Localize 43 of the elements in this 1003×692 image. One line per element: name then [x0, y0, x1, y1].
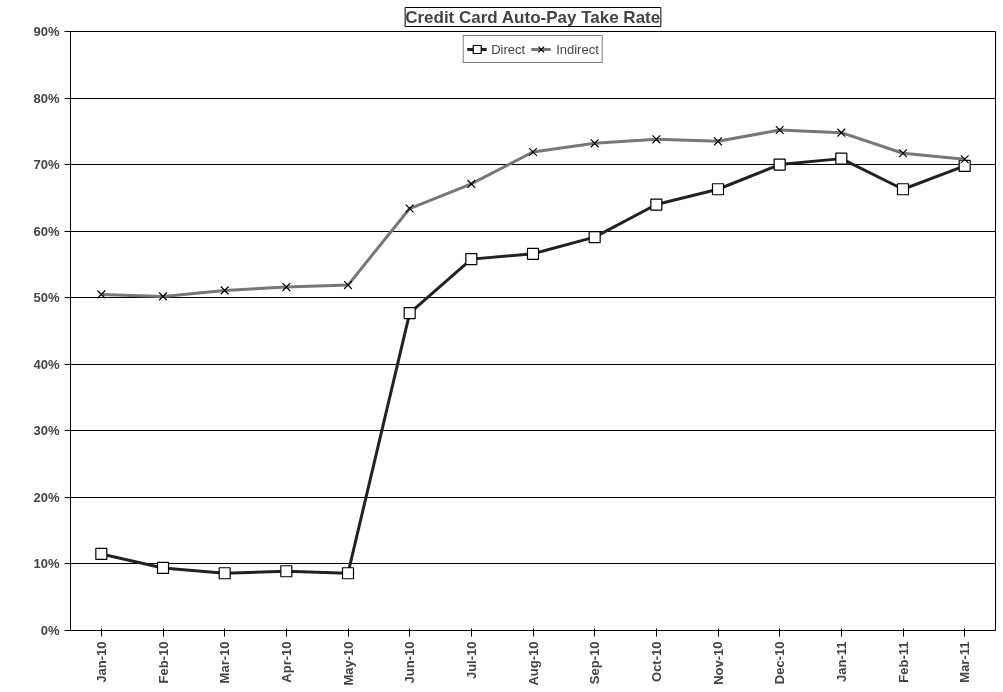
point	[896, 183, 910, 196]
point	[95, 547, 108, 561]
y-tick-label: 60%	[33, 223, 60, 239]
x-tick-label: Dec-10	[772, 641, 788, 685]
legend-label: Direct	[491, 41, 526, 57]
y-tick-label: 50%	[33, 290, 60, 306]
point	[958, 159, 971, 173]
x-tick-label: May-10	[340, 641, 356, 686]
point	[403, 306, 416, 320]
y-tick-label: 20%	[33, 489, 60, 505]
x-tick-label: Jan-11	[833, 641, 849, 682]
legend-label: Indirect	[556, 41, 599, 57]
point	[218, 567, 231, 580]
point	[341, 567, 355, 580]
point	[156, 561, 170, 575]
y-tick-label: 70%	[33, 157, 60, 173]
x-tick-label: Mar-10	[217, 641, 233, 684]
point	[650, 198, 663, 211]
y-tick-label: 10%	[33, 556, 60, 572]
point	[773, 158, 786, 171]
x-tick-label: Aug-10	[525, 641, 541, 686]
x-tick-label: Mar-11	[957, 641, 973, 683]
x-tick-label: Oct-10	[648, 641, 664, 682]
y-tick-label: 40%	[33, 356, 60, 372]
point	[465, 253, 478, 266]
x-tick-label: Apr-10	[278, 641, 294, 683]
x-tick-label: Sep-10	[587, 641, 603, 685]
point	[835, 152, 848, 165]
x-tick-label: Jan-10	[93, 641, 109, 683]
y-tick-label: 0%	[40, 623, 60, 638]
x-tick-label: Feb-11	[895, 641, 911, 683]
point	[588, 231, 601, 244]
x-tick-label: Jul-10	[463, 641, 479, 680]
chart-title: Credit Card Auto-Pay Take Rate	[405, 7, 661, 27]
point	[711, 183, 725, 196]
point	[280, 565, 293, 578]
x-tick-label: Nov-10	[710, 641, 726, 685]
point	[526, 247, 540, 260]
y-tick-label: 30%	[33, 423, 60, 439]
x-tick-label: Jun-10	[402, 641, 418, 684]
x-tick-label: Feb-10	[155, 641, 171, 684]
y-tick-label: 80%	[33, 90, 60, 106]
y-tick-label: 90%	[33, 24, 60, 39]
